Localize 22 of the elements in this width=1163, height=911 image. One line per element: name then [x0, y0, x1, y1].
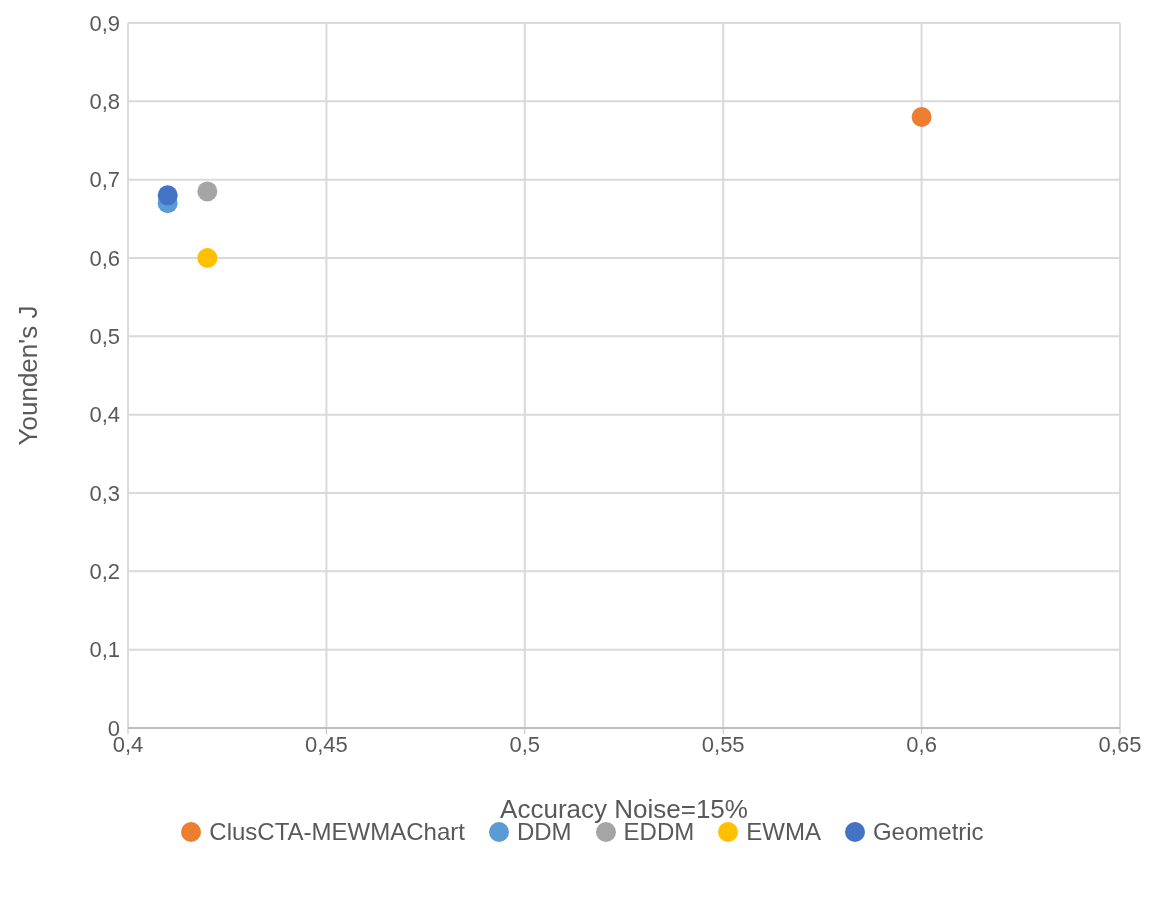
x-tick-label: 0,6	[906, 731, 937, 757]
point	[911, 107, 932, 127]
y-tick-label: 0,4	[89, 402, 120, 428]
legend-label: ClusCTA-MEWMAChart	[209, 818, 465, 846]
point	[157, 185, 178, 206]
point	[197, 248, 218, 268]
legend-label: EWMA	[746, 818, 821, 846]
legend-label: Geometric	[872, 818, 984, 846]
point	[197, 181, 218, 202]
x-tick-label: 0,45	[304, 731, 348, 757]
y-tick-label: 0,7	[89, 167, 120, 193]
y-tick-label: 0,5	[89, 324, 120, 350]
y-tick-label: 0,3	[89, 480, 120, 506]
y-tick-label: 0,2	[89, 559, 120, 585]
y-tick-label: 0,8	[89, 89, 120, 115]
x-tick-label: 0,55	[701, 731, 745, 757]
x-tick-label: 0,5	[509, 731, 541, 757]
y-tick-label: 0,6	[89, 245, 120, 271]
y-tick-label: 0,9	[89, 10, 120, 36]
x-tick-label: 0,65	[1098, 731, 1142, 757]
y-axis-title: Younden's J	[13, 305, 44, 446]
y-tick-label: 0,1	[89, 637, 120, 663]
